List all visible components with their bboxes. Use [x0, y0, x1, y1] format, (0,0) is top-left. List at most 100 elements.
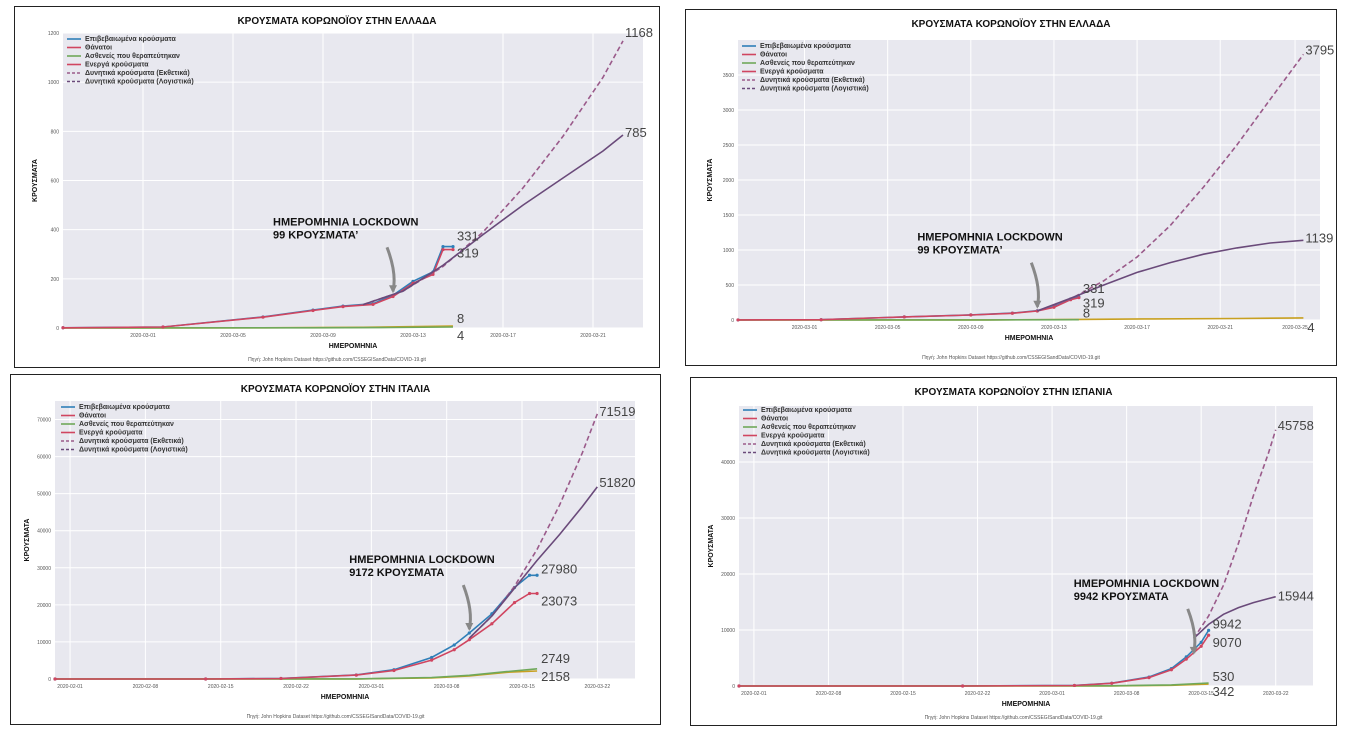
plot-area — [55, 401, 635, 679]
end-value-label: 45758 — [1278, 418, 1314, 433]
x-tick-label: 2020-03-08 — [1114, 691, 1140, 697]
lockdown-arrowhead — [389, 285, 397, 294]
x-tick-label: 2020-03-05 — [875, 325, 901, 331]
data-point-active — [261, 315, 265, 319]
chart-svg-spain: ΚΡΟΥΣΜΑΤΑ ΚΟΡΩΝΟΪΟΥ ΣΤΗΝ ΙΣΠΑΝΙΑ 0 10000 20… — [708, 385, 1314, 721]
legend-label: Ενεργά κρούσματα — [761, 433, 825, 440]
data-point-active — [737, 684, 741, 688]
data-point-active — [61, 326, 65, 330]
end-value-label: 15944 — [1278, 589, 1314, 604]
x-tick-label: 2020-03-22 — [1263, 691, 1289, 697]
y-tick-label: 40000 — [721, 460, 735, 466]
x-tick-label: 2020-03-17 — [490, 333, 516, 339]
lockdown-arrowhead — [1189, 646, 1198, 655]
y-tick-label: 3500 — [723, 73, 734, 79]
x-tick-label: 2020-02-08 — [133, 684, 159, 690]
data-point-active — [736, 318, 740, 322]
legend-label: Θάνατοι — [761, 416, 788, 423]
end-value-label: 785 — [625, 125, 647, 140]
y-tick-label: 0 — [731, 318, 734, 324]
lockdown-annotation-line2: 9172 ΚΡΟΥΣΜΑΤΑ — [349, 567, 444, 579]
lockdown-annotation-line1: ΗΜΕΡΟΜΗΝΙΑ LOCKDOWN — [1074, 578, 1219, 590]
y-tick-label: 50000 — [37, 492, 51, 498]
data-point-active — [441, 247, 445, 252]
end-value-label: 1168 — [625, 25, 653, 40]
source-caption: Πηγή: John Hopkins Dataset https://githu… — [248, 356, 426, 363]
series-line-active — [55, 592, 538, 680]
end-value-label: 51820 — [599, 475, 635, 490]
x-tick-label: 2020-03-01 — [792, 325, 818, 331]
end-value-label: 331 — [457, 229, 479, 244]
data-point-active — [1199, 644, 1203, 648]
data-point-active — [1184, 657, 1188, 661]
legend-label: Ασθενείς που θεραπεύτηκαν — [760, 60, 855, 67]
data-point-active — [354, 673, 358, 677]
data-point-confirmed — [430, 655, 434, 660]
x-tick-label: 2020-02-22 — [283, 684, 309, 690]
data-point-active — [1052, 305, 1056, 309]
end-value-label: 342 — [1213, 684, 1235, 699]
x-tick-label: 2020-03-05 — [220, 333, 246, 339]
legend-label: Δυνητικά κρούσματα (Εκθετικά) — [79, 438, 184, 445]
end-value-label: 3795 — [1305, 42, 1334, 57]
data-point-active — [391, 294, 395, 299]
y-tick-label: 0 — [48, 677, 51, 683]
data-point-active — [819, 318, 823, 322]
x-axis-label: ΗΜΕΡΟΜΗΝΙΑ — [321, 694, 370, 701]
end-value-label: 1139 — [1305, 230, 1333, 245]
y-tick-label: 0 — [732, 684, 735, 690]
y-tick-label: 30000 — [37, 566, 51, 572]
lockdown-arrowhead — [465, 623, 474, 632]
data-point-confirmed — [451, 245, 455, 249]
legend-label: Δυνητικά κρούσματα (Λογιστικά) — [760, 86, 869, 93]
x-tick-label: 2020-03-01 — [1039, 691, 1065, 697]
x-tick-label: 2020-03-09 — [310, 333, 336, 339]
chart-svg-italy: ΚΡΟΥΣΜΑΤΑ ΚΟΡΩΝΟΪΟΥ ΣΤΗΝ ΙΤΑΛΙΑ 0 10000 200… — [24, 382, 635, 720]
lockdown-annotation-line1: ΗΜΕΡΟΜΗΝΙΑ LOCKDOWN — [273, 216, 418, 228]
x-tick-label: 2020-02-15 — [208, 684, 234, 690]
x-axis-label: ΗΜΕΡΟΜΗΝΙΑ — [1002, 701, 1051, 708]
y-tick-label: 1000 — [723, 248, 734, 254]
x-tick-label: 2020-02-01 — [741, 691, 767, 697]
y-tick-label: 200 — [51, 277, 60, 283]
y-tick-label: 2000 — [723, 178, 734, 184]
chart-title: ΚΡΟΥΣΜΑΤΑ ΚΟΡΩΝΟΪΟΥ ΣΤΗΝ ΕΛΛΑΔΑ — [237, 14, 436, 27]
data-point-active — [1169, 668, 1173, 672]
data-point-active — [1110, 681, 1114, 685]
end-value-label: 9070 — [1213, 635, 1242, 650]
end-value-label: 4 — [1307, 320, 1314, 335]
data-point-active — [527, 591, 532, 596]
lockdown-annotation-line2: 99 ΚΡΟΥΣΜΑΤΑ’ — [917, 245, 1002, 257]
y-tick-label: 60000 — [37, 455, 51, 461]
end-value-label: 8 — [457, 311, 464, 326]
x-tick-label: 2020-03-15 — [509, 684, 535, 690]
data-point-confirmed — [527, 573, 532, 577]
lockdown-annotation-line1: ΗΜΕΡΟΜΗΝΙΑ LOCKDOWN — [917, 232, 1062, 244]
data-point-confirmed — [441, 245, 445, 249]
chart-title: ΚΡΟΥΣΜΑΤΑ ΚΟΡΩΝΟΪΟΥ ΣΤΗΝ ΙΣΠΑΝΙΑ — [915, 385, 1113, 398]
x-tick-label: 2020-03-01 — [359, 684, 385, 690]
data-point-active — [1207, 633, 1211, 637]
data-point-active — [490, 622, 494, 626]
end-value-label: 4 — [457, 328, 464, 343]
end-value-label: 530 — [1213, 669, 1235, 684]
y-tick-label: 40000 — [37, 529, 51, 535]
legend-label: Ενεργά κρούσματα — [79, 430, 143, 437]
legend-label: Δυνητικά κρούσματα (Εκθετικά) — [85, 70, 190, 77]
y-tick-label: 20000 — [37, 603, 51, 609]
series-line-recovered — [62, 326, 454, 329]
x-tick-label: 2020-02-08 — [816, 691, 842, 697]
chart-panel-spain: ΚΡΟΥΣΜΑΤΑ ΚΟΡΩΝΟΪΟΥ ΣΤΗΝ ΙΣΠΑΝΙΑ 0 10000 20… — [690, 377, 1337, 726]
end-value-label: 71519 — [599, 404, 635, 419]
x-tick-label: 2020-02-01 — [57, 684, 83, 690]
series-line-potential_log — [362, 134, 624, 306]
series-line-potential_exp — [468, 413, 599, 639]
data-point-active — [204, 677, 208, 681]
legend-label: Επιβεβαιωμένα κρούσματα — [761, 407, 852, 414]
end-value-label: 27980 — [541, 561, 577, 576]
x-tick-label: 2020-03-08 — [434, 684, 460, 690]
y-tick-label: 500 — [726, 283, 735, 289]
x-tick-label: 2020-03-13 — [400, 333, 426, 339]
data-point-active — [1077, 296, 1081, 300]
x-tick-label: 2020-03-25 — [1282, 325, 1308, 331]
